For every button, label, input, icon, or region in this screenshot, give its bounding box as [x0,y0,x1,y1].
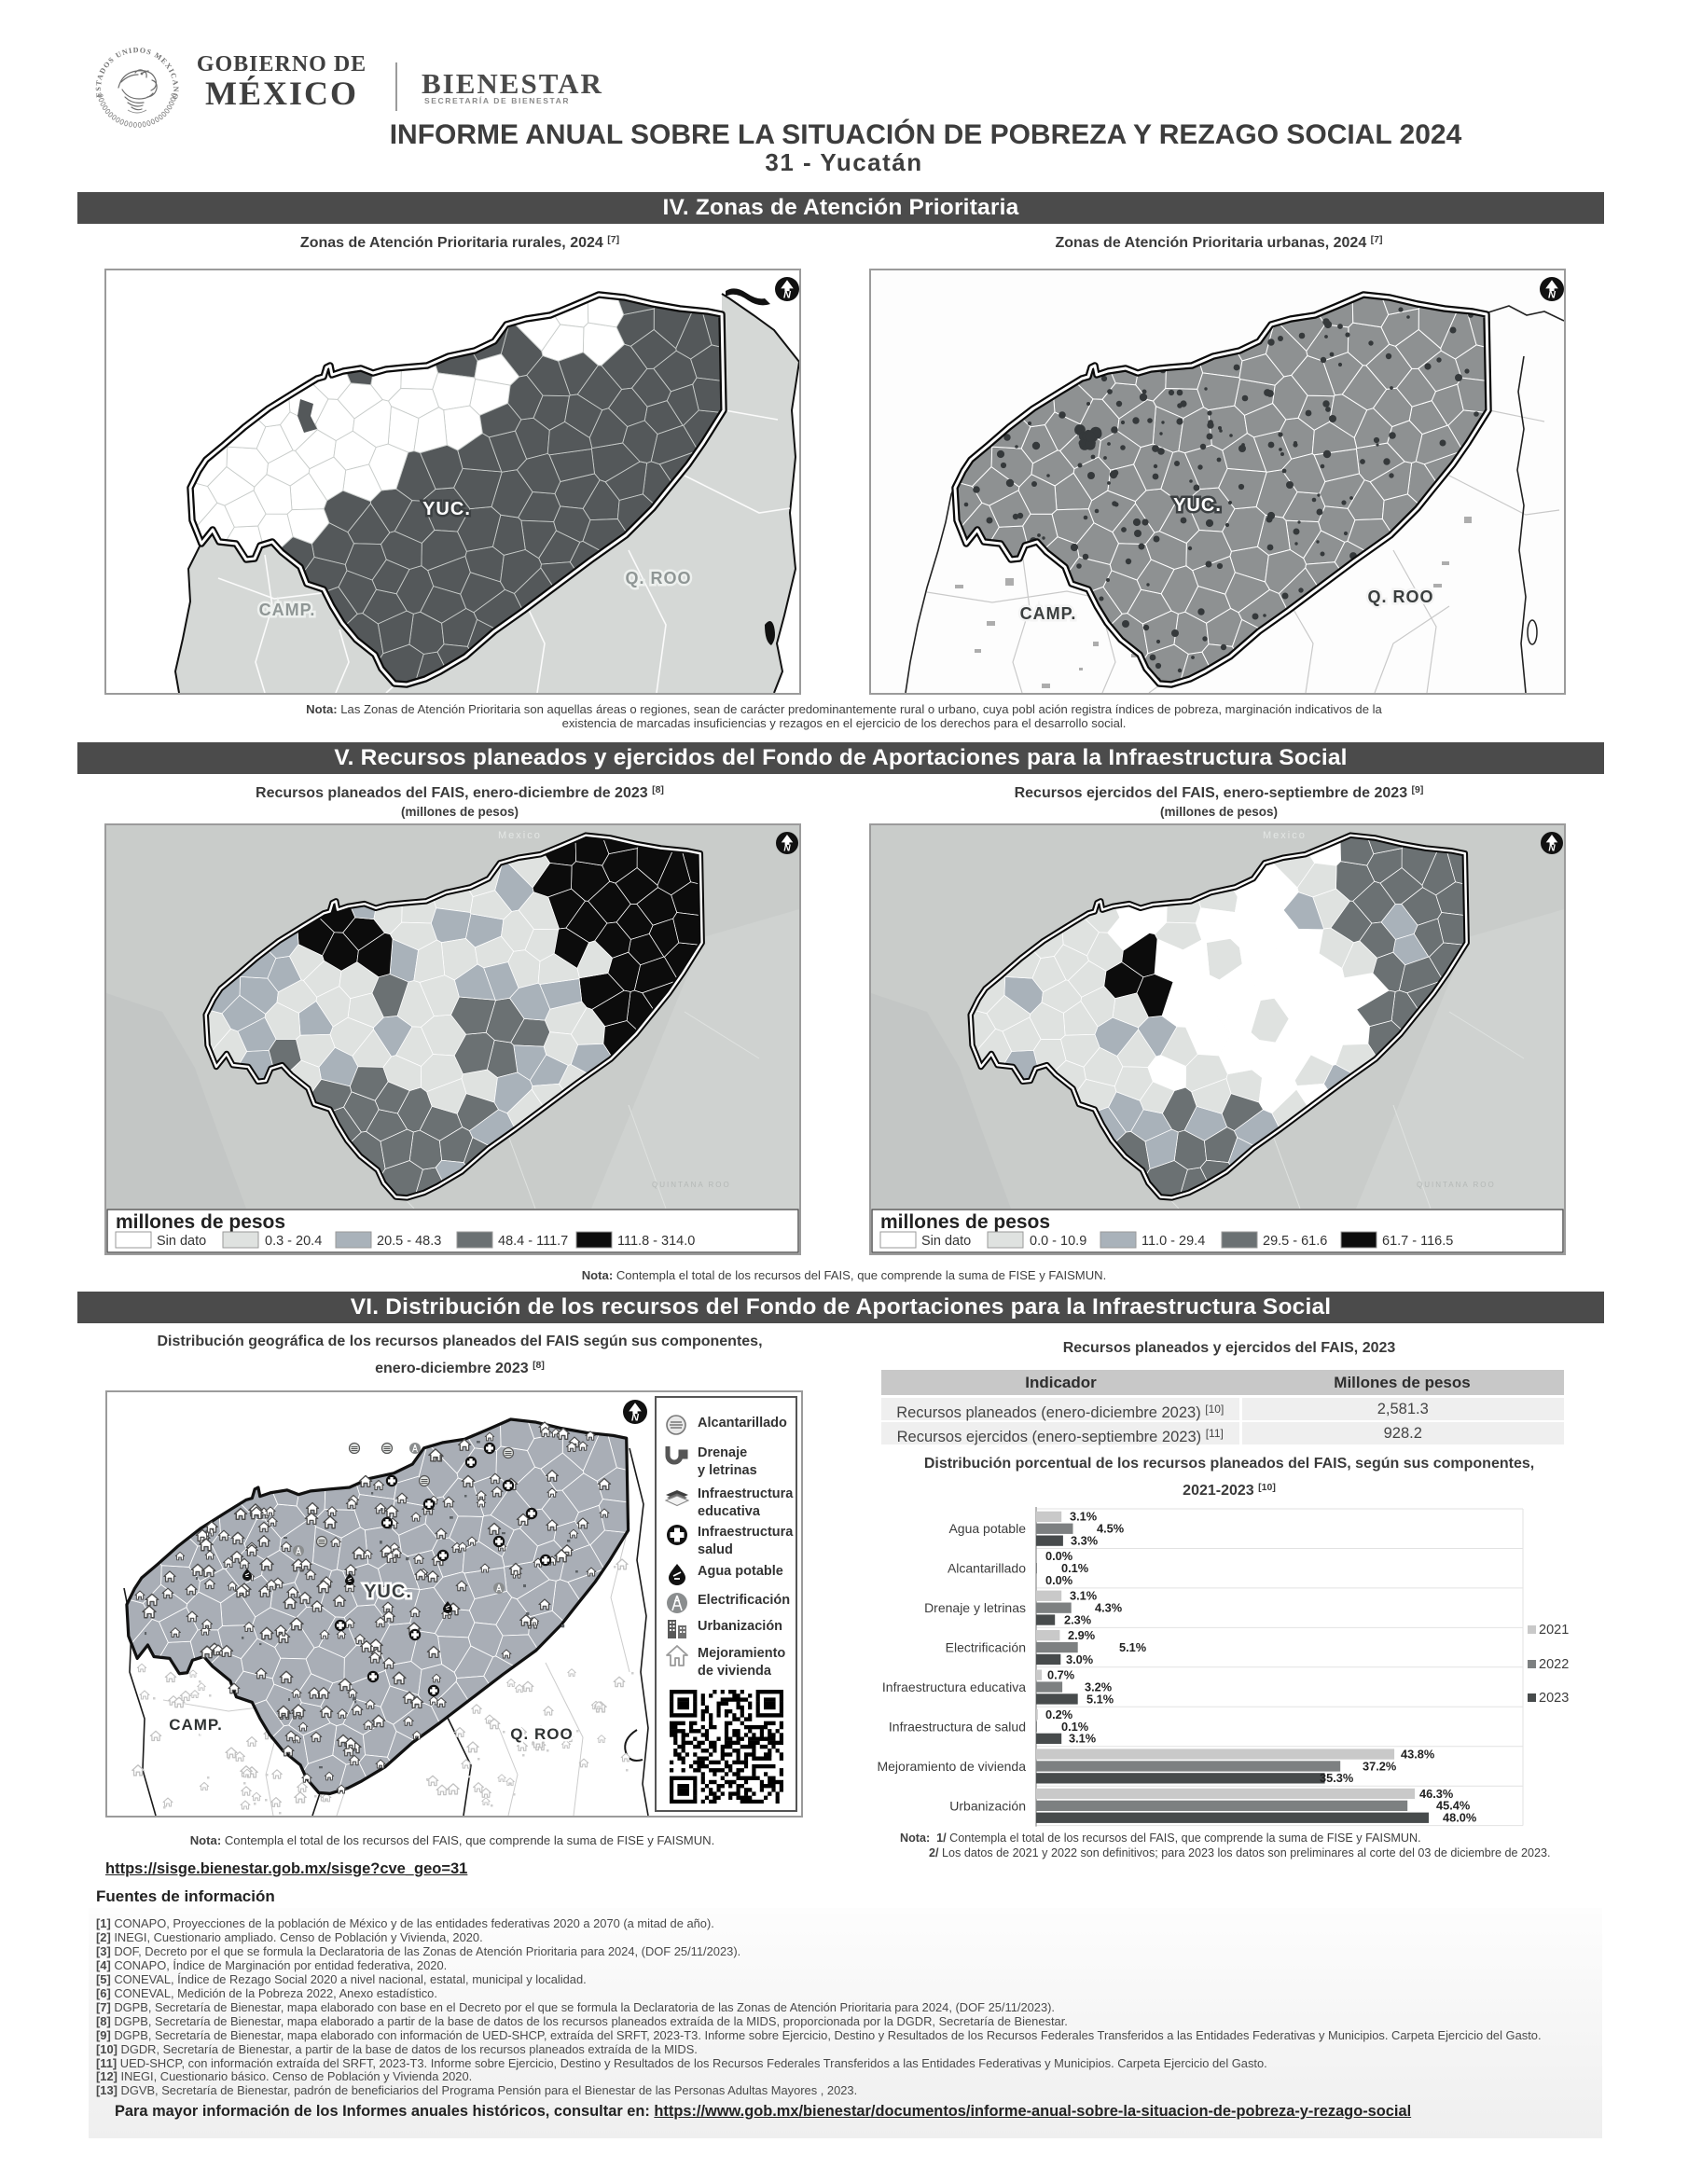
svg-text:48.4 - 111.7: 48.4 - 111.7 [498,1234,568,1249]
svg-text:YUC.: YUC. [422,499,471,519]
svg-text:Infraestructura educativa: Infraestructura educativa [882,1679,1026,1694]
svg-text:QUINTANA ROO: QUINTANA ROO [652,1181,731,1189]
svg-text:N: N [1548,289,1557,300]
svg-text:29.5 - 61.6: 29.5 - 61.6 [1263,1234,1327,1249]
svg-text:3.3%: 3.3% [1071,1534,1099,1548]
svg-text:Drenaje y letrinas: Drenaje y letrinas [924,1600,1026,1615]
svg-text:0.2%: 0.2% [1045,1707,1073,1721]
svg-text:3.1%: 3.1% [1069,1732,1097,1746]
svg-text:Infraestructura de salud: Infraestructura de salud [889,1720,1026,1735]
svg-text:Mexico: Mexico [1263,830,1307,841]
svg-text:35.3%: 35.3% [1320,1771,1354,1785]
svg-text:Mexico: Mexico [498,830,542,841]
svg-text:Q. ROO: Q. ROO [625,569,691,587]
svg-text:Agua potable: Agua potable [948,1521,1026,1536]
svg-text:0.1%: 0.1% [1061,1720,1089,1734]
svg-text:millones de pesos: millones de pesos [880,1211,1050,1233]
svg-text:45.4%: 45.4% [1436,1799,1471,1813]
svg-text:QUINTANA ROO: QUINTANA ROO [1417,1181,1496,1189]
svg-text:2.3%: 2.3% [1064,1612,1092,1626]
svg-text:N: N [631,1412,640,1423]
svg-text:YUC.: YUC. [364,1582,412,1602]
svg-text:43.8%: 43.8% [1401,1747,1435,1761]
svg-text:0.1%: 0.1% [1061,1561,1089,1575]
svg-text:2022: 2022 [1539,1657,1569,1672]
svg-text:Mejoramiento de vivienda: Mejoramiento de vivienda [877,1759,1026,1774]
svg-text:20.5 - 48.3: 20.5 - 48.3 [377,1234,441,1249]
svg-text:111.8 - 314.0: 111.8 - 314.0 [617,1234,695,1249]
svg-text:Q. ROO: Q. ROO [510,1725,573,1743]
svg-text:Urbanización: Urbanización [949,1798,1026,1813]
svg-text:3.1%: 3.1% [1070,1510,1098,1524]
svg-text:YUC.: YUC. [1173,495,1222,516]
svg-text:Sin dato: Sin dato [921,1234,971,1249]
svg-text:millones de pesos: millones de pesos [116,1211,285,1233]
svg-text:CAMP.: CAMP. [1020,604,1077,623]
svg-text:46.3%: 46.3% [1419,1787,1454,1801]
svg-text:N: N [1548,844,1556,854]
svg-text:2.9%: 2.9% [1068,1628,1096,1642]
svg-text:4.3%: 4.3% [1095,1601,1123,1615]
svg-text:ESTADOS UNIDOS MEXICANOS: ESTADOS UNIDOS MEXICANOS [94,45,180,101]
svg-text:5.1%: 5.1% [1119,1640,1147,1654]
svg-text:2023: 2023 [1539,1691,1569,1706]
svg-text:Alcantarillado: Alcantarillado [948,1561,1026,1576]
svg-text:N: N [783,844,791,854]
svg-text:2021: 2021 [1539,1623,1569,1638]
svg-text:37.2%: 37.2% [1363,1759,1397,1773]
svg-text:0.3 - 20.4: 0.3 - 20.4 [265,1234,322,1249]
svg-text:61.7 - 116.5: 61.7 - 116.5 [1382,1234,1453,1249]
svg-text:0.7%: 0.7% [1047,1668,1075,1682]
svg-text:0.0%: 0.0% [1045,1573,1073,1587]
svg-text:Electrificación: Electrificación [946,1640,1026,1655]
svg-text:3.0%: 3.0% [1066,1652,1094,1666]
svg-text:Sin dato: Sin dato [157,1234,206,1249]
svg-text:0.0%: 0.0% [1045,1549,1073,1563]
svg-text:Q. ROO: Q. ROO [1367,587,1433,606]
svg-text:5.1%: 5.1% [1086,1692,1114,1706]
svg-text:11.0 - 29.4: 11.0 - 29.4 [1141,1234,1205,1249]
svg-text:CAMP.: CAMP. [259,601,316,619]
svg-text:0.0 - 10.9: 0.0 - 10.9 [1030,1234,1086,1249]
svg-text:3.1%: 3.1% [1070,1589,1098,1603]
svg-text:N: N [783,289,792,300]
svg-text:3.2%: 3.2% [1085,1679,1113,1693]
svg-text:CAMP.: CAMP. [169,1716,223,1734]
svg-text:48.0%: 48.0% [1443,1811,1477,1825]
svg-text:4.5%: 4.5% [1097,1522,1125,1536]
